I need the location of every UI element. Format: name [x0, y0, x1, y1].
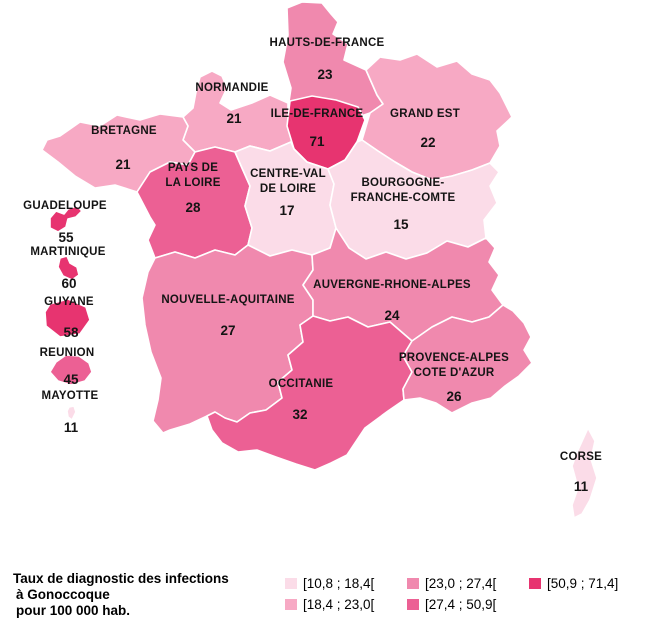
region-name-ile-de-france: ILE-DE-FRANCE	[270, 108, 364, 120]
region-name-occitanie: OCCITANIE	[268, 378, 334, 390]
legend-item-bin-5: [50,9 ; 71,4]	[529, 576, 618, 591]
legend-swatch-bin-4	[407, 599, 419, 610]
legend-swatch-bin-5	[529, 578, 541, 589]
region-value-bretagne: 21	[115, 157, 131, 172]
region-value-mayotte: 11	[63, 420, 79, 435]
region-shape-guadeloupe	[49, 205, 83, 233]
region-shape-reunion	[49, 354, 93, 386]
legend-label-bin-1: [10,8 ; 18,4[	[303, 576, 375, 591]
region-value-pays-de-la-loire: 28	[185, 200, 201, 215]
region-value-guadeloupe: 55	[58, 230, 74, 245]
region-value-occitanie: 32	[292, 407, 308, 422]
region-value-grand-est: 22	[420, 135, 436, 150]
region-name-bretagne: BRETAGNE	[91, 125, 157, 137]
region-shape-grand-est	[361, 53, 513, 181]
region-name-normandie: NORMANDIE	[195, 82, 269, 94]
legend-title: Taux de diagnostic des infections à Gono…	[13, 571, 229, 618]
region-value-bourgogne-franche-comte: 15	[393, 217, 409, 232]
legend-swatch-bin-1	[285, 578, 297, 589]
region-name-pays-de-la-loire: PAYS DE LA LOIRE	[165, 162, 221, 189]
legend-swatch-bin-2	[285, 599, 297, 610]
region-name-mayotte: MAYOTTE	[41, 390, 99, 402]
france-map	[41, 1, 598, 519]
region-name-bourgogne-franche-comte: BOURGOGNE- FRANCHE-COMTE	[350, 177, 456, 204]
region-shape-guyane	[44, 298, 91, 338]
region-value-nouvelle-aquitaine: 27	[220, 323, 236, 338]
legend-item-bin-1: [10,8 ; 18,4[	[285, 576, 374, 591]
region-value-reunion: 45	[63, 372, 79, 387]
legend-label-bin-5: [50,9 ; 71,4]	[547, 576, 619, 591]
region-value-martinique: 60	[61, 276, 77, 291]
region-value-corse: 11	[573, 479, 589, 494]
region-name-auvergne-rhone-alpes: AUVERGNE-RHONE-ALPES	[313, 279, 471, 291]
region-shape-martinique	[57, 255, 80, 281]
region-name-nouvelle-aquitaine: NOUVELLE-AQUITAINE	[161, 294, 295, 306]
legend-item-bin-2: [18,4 ; 23,0[	[285, 597, 374, 612]
region-value-hauts-de-france: 23	[317, 67, 333, 82]
region-name-guadeloupe: GUADELOUPE	[23, 200, 107, 212]
region-name-centre-val-de-loire: CENTRE-VAL DE LOIRE	[250, 168, 326, 195]
region-name-guyane: GUYANE	[44, 296, 94, 308]
region-name-grand-est: GRAND EST	[390, 108, 460, 120]
legend-label-bin-3: [23,0 ; 27,4[	[425, 576, 497, 591]
legend-label-bin-4: [27,4 ; 50,9[	[425, 597, 497, 612]
region-value-ile-de-france: 71	[309, 134, 325, 149]
region-name-martinique: MARTINIQUE	[30, 246, 106, 258]
region-value-auvergne-rhone-alpes: 24	[384, 308, 400, 323]
region-value-normandie: 21	[226, 111, 242, 126]
region-name-hauts-de-france: HAUTS-DE-FRANCE	[269, 37, 385, 49]
legend-item-bin-4: [27,4 ; 50,9[	[407, 597, 496, 612]
region-shape-corse	[571, 427, 598, 519]
legend-swatch-bin-3	[407, 578, 419, 589]
region-value-guyane: 58	[63, 325, 79, 340]
region-name-provence-alpes-cote-d-azur: PROVENCE-ALPES COTE D'AZUR	[398, 352, 510, 379]
legend-item-bin-3: [23,0 ; 27,4[	[407, 576, 496, 591]
region-name-reunion: REUNION	[39, 347, 95, 359]
region-value-centre-val-de-loire: 17	[279, 203, 295, 218]
region-name-corse: CORSE	[559, 451, 603, 463]
region-value-provence-alpes-cote-d-azur: 26	[446, 389, 462, 404]
region-shape-mayotte	[66, 405, 77, 421]
legend-label-bin-2: [18,4 ; 23,0[	[303, 597, 375, 612]
region-shape-provence-alpes-cote-d-azur	[402, 304, 533, 414]
